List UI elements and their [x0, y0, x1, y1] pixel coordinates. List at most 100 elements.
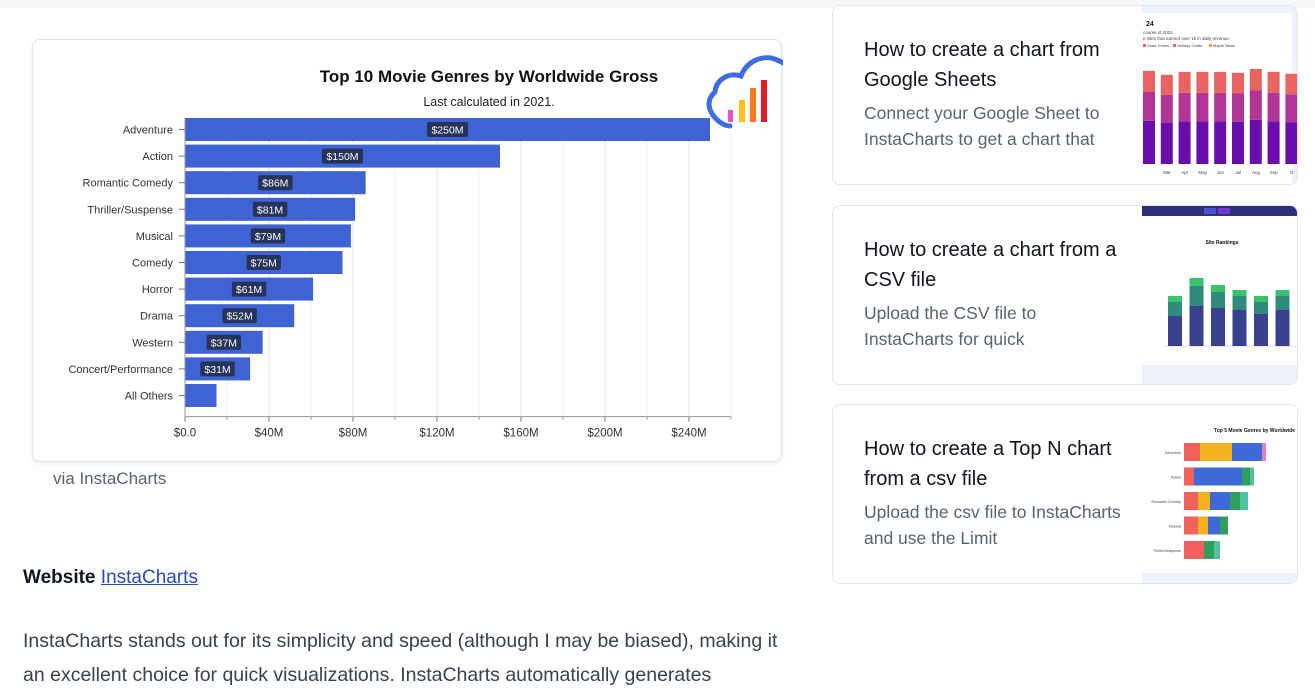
thumb-bar-segment [1275, 290, 1290, 296]
thumb-bar-segment [1267, 71, 1280, 93]
category-label: Concert/Performance [68, 364, 173, 376]
thumb-bar-segment [1214, 71, 1227, 93]
thumb-bar-segment [1254, 302, 1268, 314]
thumb-bar-segment [1160, 74, 1173, 95]
related-card-csv[interactable]: How to create a chart from a CSV file Up… [832, 205, 1298, 385]
related-card-title[interactable]: How to create a chart from Google Sheets [864, 39, 1100, 91]
related-card-title[interactable]: How to create a chart from a CSV file [864, 239, 1117, 291]
x-tick-label: $40M [255, 428, 284, 440]
svg-text:course of 2024.: course of 2024. [1143, 30, 1174, 35]
thumb-bar-segment [1285, 122, 1297, 164]
thumb-bar-segment [1232, 290, 1247, 296]
data-label-bg [206, 334, 242, 350]
stacked-bar-thumbnail: 24 course of 2024. e sites that earned o… [1142, 13, 1297, 184]
thumb-bar-segment [1143, 120, 1155, 164]
thumb-bar-segment [1230, 492, 1240, 510]
related-card-desc: Connect your Google Sheet to InstaCharts… [864, 103, 1100, 149]
thumb-bar-segment [1214, 541, 1220, 559]
thumb-bar-segment [1189, 306, 1204, 346]
data-label-bg [222, 308, 257, 324]
thumb-bar-segment [1232, 443, 1262, 461]
data-label: $31M [204, 364, 230, 376]
thumb-bar-segment [1249, 90, 1262, 120]
thumb-bar-segment [1232, 121, 1244, 164]
thumb-bar-segment [1196, 71, 1209, 93]
chart-title: Top 10 Movie Genres by Worldwide Gross [320, 67, 659, 86]
thumb-title-fragment: Site Rankings [1205, 240, 1238, 246]
thumb-title-fragment: 24 [1146, 21, 1154, 28]
thumb-bar-segment [1168, 296, 1182, 302]
x-tick-label: $160M [503, 428, 538, 440]
data-label-bg [322, 148, 363, 164]
category-label: Thriller/Suspense [87, 204, 173, 216]
website-link[interactable]: InstaCharts [100, 567, 198, 588]
x-tick-label: $0.0 [174, 428, 196, 440]
thumb-bar-segment [1254, 314, 1268, 346]
svg-text:Holiday Crafts: Holiday Crafts [1177, 43, 1202, 48]
data-label-bg [252, 201, 288, 217]
related-card-thumbnail[interactable]: Site Rankings [1142, 206, 1298, 384]
thumb-bar-segment [1184, 443, 1200, 461]
svg-text:Soda Tomes: Soda Tomes [1147, 43, 1169, 48]
body-paragraph: InstaCharts stands out for its simplicit… [23, 630, 778, 686]
data-label: $150M [326, 151, 358, 163]
category-label: Romantic Comedy [83, 178, 174, 190]
data-label-bg [427, 122, 468, 137]
data-label-bg [200, 361, 235, 377]
top-strip [0, 0, 1315, 8]
thumb-bar-segment [1249, 119, 1262, 164]
data-label-bg [250, 228, 286, 244]
thumb-bar-segment [1254, 296, 1268, 302]
thumb-bar-segment [1194, 467, 1242, 486]
data-label: $79M [255, 231, 281, 243]
thumb-bar-segment [1184, 516, 1198, 535]
category-label: Drama [140, 311, 174, 323]
svg-text:e sites that earned over 1k in: e sites that earned over 1k in daily rev… [1143, 36, 1230, 41]
thumb-bar-segment [1178, 92, 1191, 122]
thumb-bar-segment [1297, 312, 1298, 346]
related-card-thumbnail[interactable]: Top 5 Movie Genres by Worldwide Adventur… [1142, 405, 1297, 583]
thumb-x-label: Jul [1235, 170, 1241, 175]
bar-chart: Top 10 Movie Genres by Worldwide Gross L… [68, 55, 783, 440]
thumb-bar-segment [1196, 92, 1209, 122]
related-card-top-n[interactable]: How to create a Top N chart from a csv f… [832, 404, 1298, 584]
thumb-category-label: Musical [1169, 525, 1181, 529]
thumb-bar-segment [1184, 541, 1204, 559]
thumb-bar-segment [1211, 285, 1225, 292]
thumb-bar-segment [1184, 492, 1198, 510]
category-label: Western [132, 337, 173, 349]
thumb-bar-segment [1285, 73, 1297, 95]
thumb-bar-segment [1211, 292, 1225, 308]
thumb-category-label: Thriller/Suspense [1153, 549, 1181, 553]
thumb-x-label: Jun [1217, 170, 1225, 175]
thumb-bar-segment [1204, 541, 1214, 559]
thumb-bar-segment [1214, 92, 1227, 122]
related-card-title[interactable]: How to create a Top N chart from a csv f… [864, 438, 1112, 490]
related-card-google-sheets[interactable]: How to create a chart from Google Sheets… [832, 5, 1298, 185]
thumb-bar-segment [1198, 516, 1208, 535]
thumb-bar-segment [1232, 93, 1244, 122]
thumb-bar-segment [1160, 95, 1173, 123]
category-label: All Others [125, 391, 174, 403]
related-card-desc: Upload the csv file to InstaCharts and u… [864, 502, 1121, 548]
thumb-bar-segment [1208, 516, 1220, 535]
x-tick-label: $120M [419, 428, 454, 440]
image-caption: via InstaCharts [53, 469, 167, 488]
stacked-hbar-thumbnail: Top 5 Movie Genres by Worldwide Adventur… [1142, 405, 1297, 573]
thumb-x-label: Aug [1252, 170, 1261, 175]
thumb-bar-segment [1168, 302, 1182, 316]
x-tick-label: $80M [339, 428, 368, 440]
thumb-bar-segment [1196, 121, 1209, 164]
thumb-x-label: May [1198, 170, 1207, 175]
data-label-bg [258, 175, 293, 191]
thumb-bar-segment [1232, 72, 1244, 94]
website-label: Website [23, 567, 96, 588]
data-label: $250M [431, 125, 463, 137]
category-label: Action [142, 151, 173, 163]
thumb-bar-segment [1198, 492, 1210, 510]
data-label: $75M [251, 258, 277, 270]
related-card-thumbnail[interactable]: 24 course of 2024. e sites that earned o… [1142, 6, 1297, 184]
thumb-bar-segment [1262, 443, 1266, 461]
thumb-bar-segment [1210, 492, 1230, 510]
thumb-bar-segment [1240, 492, 1248, 510]
